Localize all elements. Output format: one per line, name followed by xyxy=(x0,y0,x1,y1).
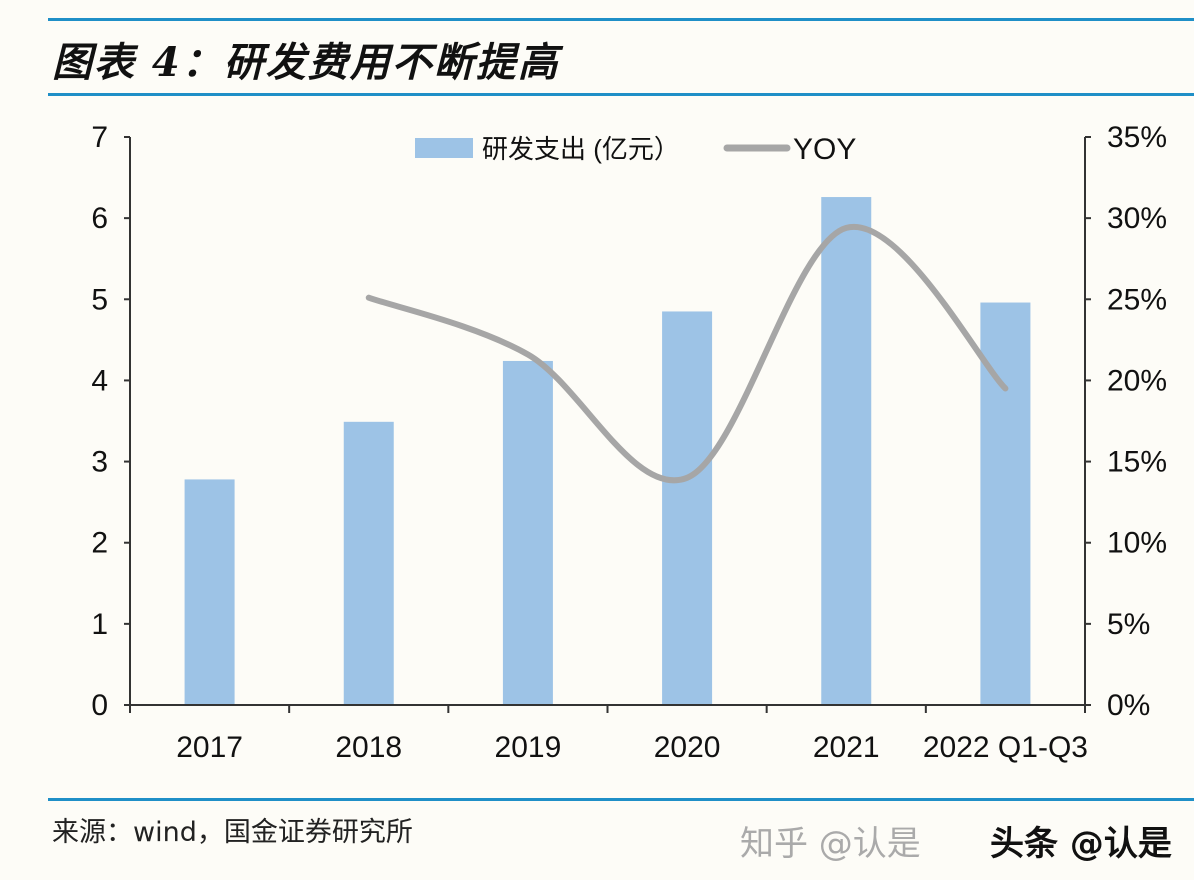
chart-title: 图表 4：研发费用不断提高 xyxy=(52,39,560,86)
bar-2018 xyxy=(343,421,394,705)
watermark-toutiao: 头条 @认是 xyxy=(990,824,1172,864)
right-tick-label: 30% xyxy=(1107,202,1167,235)
legend-bar-swatch xyxy=(415,138,473,158)
bar-2020 xyxy=(662,311,713,705)
legend-line-label: YOY xyxy=(793,133,856,166)
left-tick-label: 3 xyxy=(91,446,108,479)
x-tick-label: 2018 xyxy=(335,731,402,764)
x-tick-label: 2021 xyxy=(813,731,880,764)
source-note: 来源：wind，国金证券研究所 xyxy=(52,817,413,848)
left-tick-label: 0 xyxy=(91,689,108,722)
left-tick-label: 7 xyxy=(91,121,108,154)
left-tick-label: 2 xyxy=(91,527,108,560)
left-tick-label: 1 xyxy=(91,608,108,641)
bar-2017 xyxy=(184,479,235,705)
left-tick-label: 4 xyxy=(91,364,108,397)
x-tick-label: 2017 xyxy=(176,731,243,764)
bar-2019 xyxy=(502,360,553,705)
bar-2021 xyxy=(821,197,872,705)
x-tick-label: 2020 xyxy=(654,731,721,764)
right-tick-label: 25% xyxy=(1107,283,1167,316)
right-tick-label: 10% xyxy=(1107,527,1167,560)
right-tick-label: 5% xyxy=(1107,608,1150,641)
watermark-zhihu: 知乎 @认是 xyxy=(740,824,921,864)
right-tick-label: 15% xyxy=(1107,446,1167,479)
top-rule xyxy=(48,18,1194,21)
x-tick-label: 2019 xyxy=(495,731,562,764)
x-tick-label: 2022 Q1-Q3 xyxy=(923,731,1088,764)
left-tick-label: 6 xyxy=(91,202,108,235)
legend-bar-label: 研发支出 (亿元） xyxy=(482,134,680,164)
right-tick-label: 35% xyxy=(1107,121,1167,154)
bottom-rule xyxy=(48,798,1194,801)
right-tick-label: 20% xyxy=(1107,364,1167,397)
yoy-line xyxy=(365,223,1009,484)
left-tick-label: 5 xyxy=(91,283,108,316)
title-rule xyxy=(48,93,1194,96)
right-tick-label: 0% xyxy=(1107,689,1150,722)
